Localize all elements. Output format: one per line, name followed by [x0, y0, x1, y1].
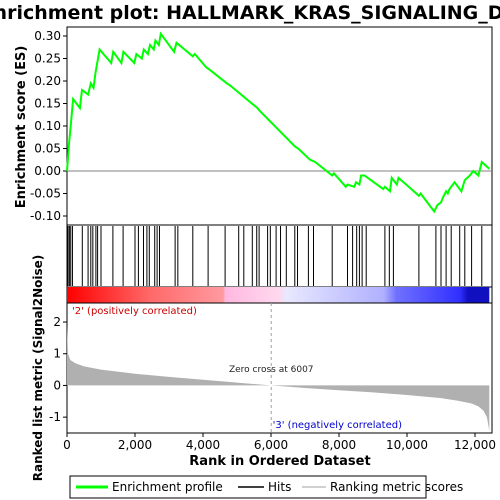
- es-y-tick-label: -0.05: [30, 187, 61, 201]
- legend-profile-label: Enrichment profile: [112, 480, 223, 494]
- es-y-tick-label: 0.00: [34, 164, 61, 178]
- hit-markers: [67, 226, 483, 286]
- es-y-tick-label: 0.15: [34, 97, 61, 111]
- es-panel-frame: [66, 26, 493, 226]
- es-y-tick-label: 0.05: [34, 142, 61, 156]
- es-y-tick-label: 0.10: [34, 119, 61, 133]
- rank-x-tick-label: 0: [63, 438, 71, 452]
- es-y-tick-label: 0.25: [34, 52, 61, 66]
- rank-y-axis-label: Ranked list metric (Signal2Noise): [31, 255, 45, 482]
- rank-x-tick-label: 6,000: [254, 438, 288, 452]
- hits-panel-frame: [66, 224, 493, 288]
- zero-cross-annotation: Zero cross at 6007: [229, 365, 314, 375]
- rank-y-axis: -1 0 1 2: [49, 315, 67, 424]
- es-y-tick-label: -0.10: [30, 209, 61, 223]
- rank-panel-frame: [66, 302, 493, 434]
- es-y-axis-label: Enrichment score (ES): [14, 46, 29, 209]
- es-y-axis: -0.10 -0.05 0.00 0.05 0.10 0.15 0.20 0.25 0.30: [30, 29, 67, 223]
- rank-x-axis: 0 2,000 4,000 6,000 8,000 10,000 12,000: [63, 433, 496, 452]
- ranked-metric-panel: Zero cross at 6007 '2' (positively corre…: [31, 255, 496, 482]
- enrichment-profile-line: [66, 31, 490, 214]
- color-bar-gradient: [67, 287, 490, 303]
- rank-x-axis-label: Rank in Ordered Dataset: [189, 454, 370, 469]
- es-y-tick-label: 0.20: [34, 74, 61, 88]
- rank-x-tick-label: 8,000: [322, 438, 356, 452]
- negative-correlation-label: '3' (negatively correlated): [273, 420, 402, 431]
- rank-y-tick-label: -1: [49, 410, 61, 424]
- legend: Enrichment profile Hits Ranking metric s…: [69, 475, 463, 499]
- chart-title: Enrichment plot: HALLMARK_KRAS_SIGNALING…: [0, 2, 500, 24]
- rank-x-tick-label: 4,000: [186, 438, 220, 452]
- positive-correlation-label: '2' (positively correlated): [72, 306, 197, 317]
- legend-hits-label: Hits: [268, 480, 291, 494]
- legend-metric-label: Ranking metric scores: [330, 480, 463, 494]
- rank-color-bar: [66, 286, 493, 304]
- es-panel: -0.10 -0.05 0.00 0.05 0.10 0.15 0.20 0.25 0.30 E…: [14, 26, 493, 226]
- rank-y-tick-label: 1: [53, 347, 61, 361]
- rank-y-tick-label: 0: [53, 378, 61, 392]
- rank-x-tick-label: 10,000: [386, 438, 428, 452]
- ranking-metric-area: [67, 325, 490, 432]
- rank-x-tick-label: 2,000: [118, 438, 152, 452]
- rank-x-tick-label: 12,000: [454, 438, 496, 452]
- hits-panel: [66, 224, 493, 288]
- rank-y-tick-label: 2: [53, 315, 61, 329]
- es-y-tick-label: 0.30: [34, 29, 61, 43]
